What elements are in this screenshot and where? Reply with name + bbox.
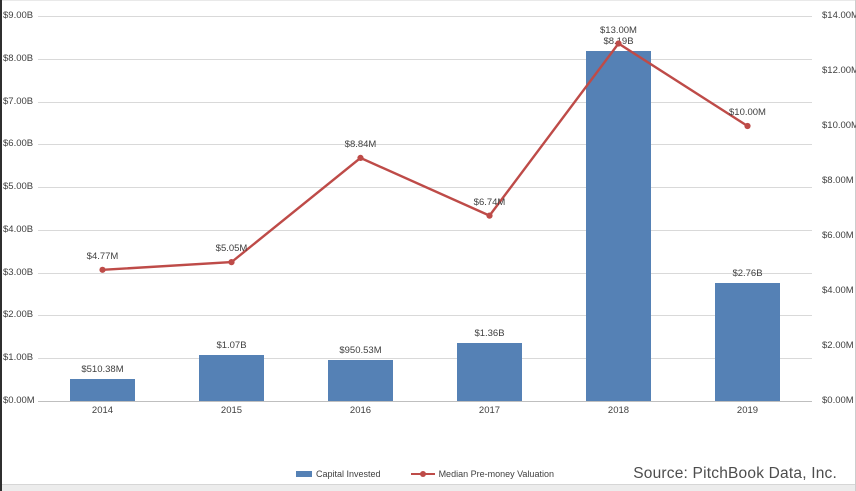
left-axis-tick-label: $3.00B [3,266,34,278]
gridline [38,272,812,274]
right-axis-tick-label: $14.00M [822,10,856,21]
bar-2016 [328,360,393,401]
legend-label-capital-invested: Capital Invested [316,468,381,479]
gridline [38,144,812,146]
line-value-label-2015: $5.05M [215,243,248,255]
left-axis-tick-label: $7.00B [3,95,34,107]
line-value-label-2016: $8.84M [344,138,377,150]
gridline [38,187,812,189]
left-axis-tick-label: $4.00B [3,223,34,235]
right-axis-tick-label: $8.00M [822,175,854,186]
left-axis-tick-label: $0.00M [3,395,35,406]
line-marker-2015 [228,259,235,266]
line-value-label-2018: $13.00M [600,24,637,36]
legend-item-median-premoney-valuation: Median Pre-money Valuation [410,468,554,479]
legend-bar-swatch-icon [296,470,313,477]
line-marker-2019 [744,122,751,130]
line-value-label-2019: $10.00M [729,107,766,118]
window-edge-left [0,0,2,491]
bar-2017 [457,342,522,401]
line-value-label-2017: $6.74M [473,196,506,208]
right-axis-tick-label: $2.00M [822,340,854,351]
bar-value-label-2015: $1.07B [216,340,247,352]
bar-2019 [715,282,780,401]
right-axis-tick-label: $4.00M [822,285,854,296]
left-axis-tick-label: $2.00B [3,309,34,321]
gridline [38,315,812,317]
gridline [38,229,812,231]
bar-value-label-2014: $510.38M [81,364,124,376]
x-axis-line [38,401,812,402]
gridline [38,16,812,17]
x-axis-category-label: 2019 [736,405,759,416]
bar-value-label-2016: $950.53M [339,345,382,357]
bar-value-label-2018: $8.19B [603,35,634,47]
right-axis-tick-label: $0.00M [822,395,854,406]
x-axis-category-label: 2014 [91,405,114,416]
x-axis-category-label: 2017 [478,405,501,416]
window-edge-top [0,0,856,1]
left-axis-tick-label: $1.00B [3,352,34,364]
line-marker-2016 [357,154,364,161]
right-axis-tick-label: $6.00M [822,230,854,241]
gridline [38,58,812,60]
line-marker-2017 [486,212,493,219]
right-axis-tick-label: $10.00M [822,120,856,131]
bar-2018 [586,50,651,401]
bar-value-label-2017: $1.36B [474,327,505,339]
window-edge-bottom [2,484,855,491]
bar-2014 [70,379,135,401]
legend-line-dot-icon [419,470,426,477]
left-axis-tick-label: $9.00B [3,10,34,21]
x-axis-category-label: 2016 [349,405,372,416]
chart-legend: Capital Invested Median Pre-money Valuat… [38,467,812,480]
left-axis-tick-label: $6.00B [3,138,34,150]
bar-2015 [199,355,264,401]
x-axis-category-label: 2015 [220,405,243,416]
gridline [38,101,812,103]
x-axis-category-label: 2018 [607,405,630,416]
line-value-label-2014: $4.77M [86,250,119,262]
gridline [38,358,812,360]
source-credit: Source: PitchBook Data, Inc. [633,465,837,482]
bar-value-label-2019: $2.76B [732,267,763,279]
legend-line-marker-swatch-icon [410,469,435,478]
left-axis-tick-label: $8.00B [3,52,34,64]
left-axis-tick-label: $5.00B [3,181,34,193]
right-axis-tick-label: $12.00M [822,65,856,76]
legend-label-median-premoney-valuation: Median Pre-money Valuation [438,468,554,479]
legend-item-capital-invested: Capital Invested [296,469,381,479]
